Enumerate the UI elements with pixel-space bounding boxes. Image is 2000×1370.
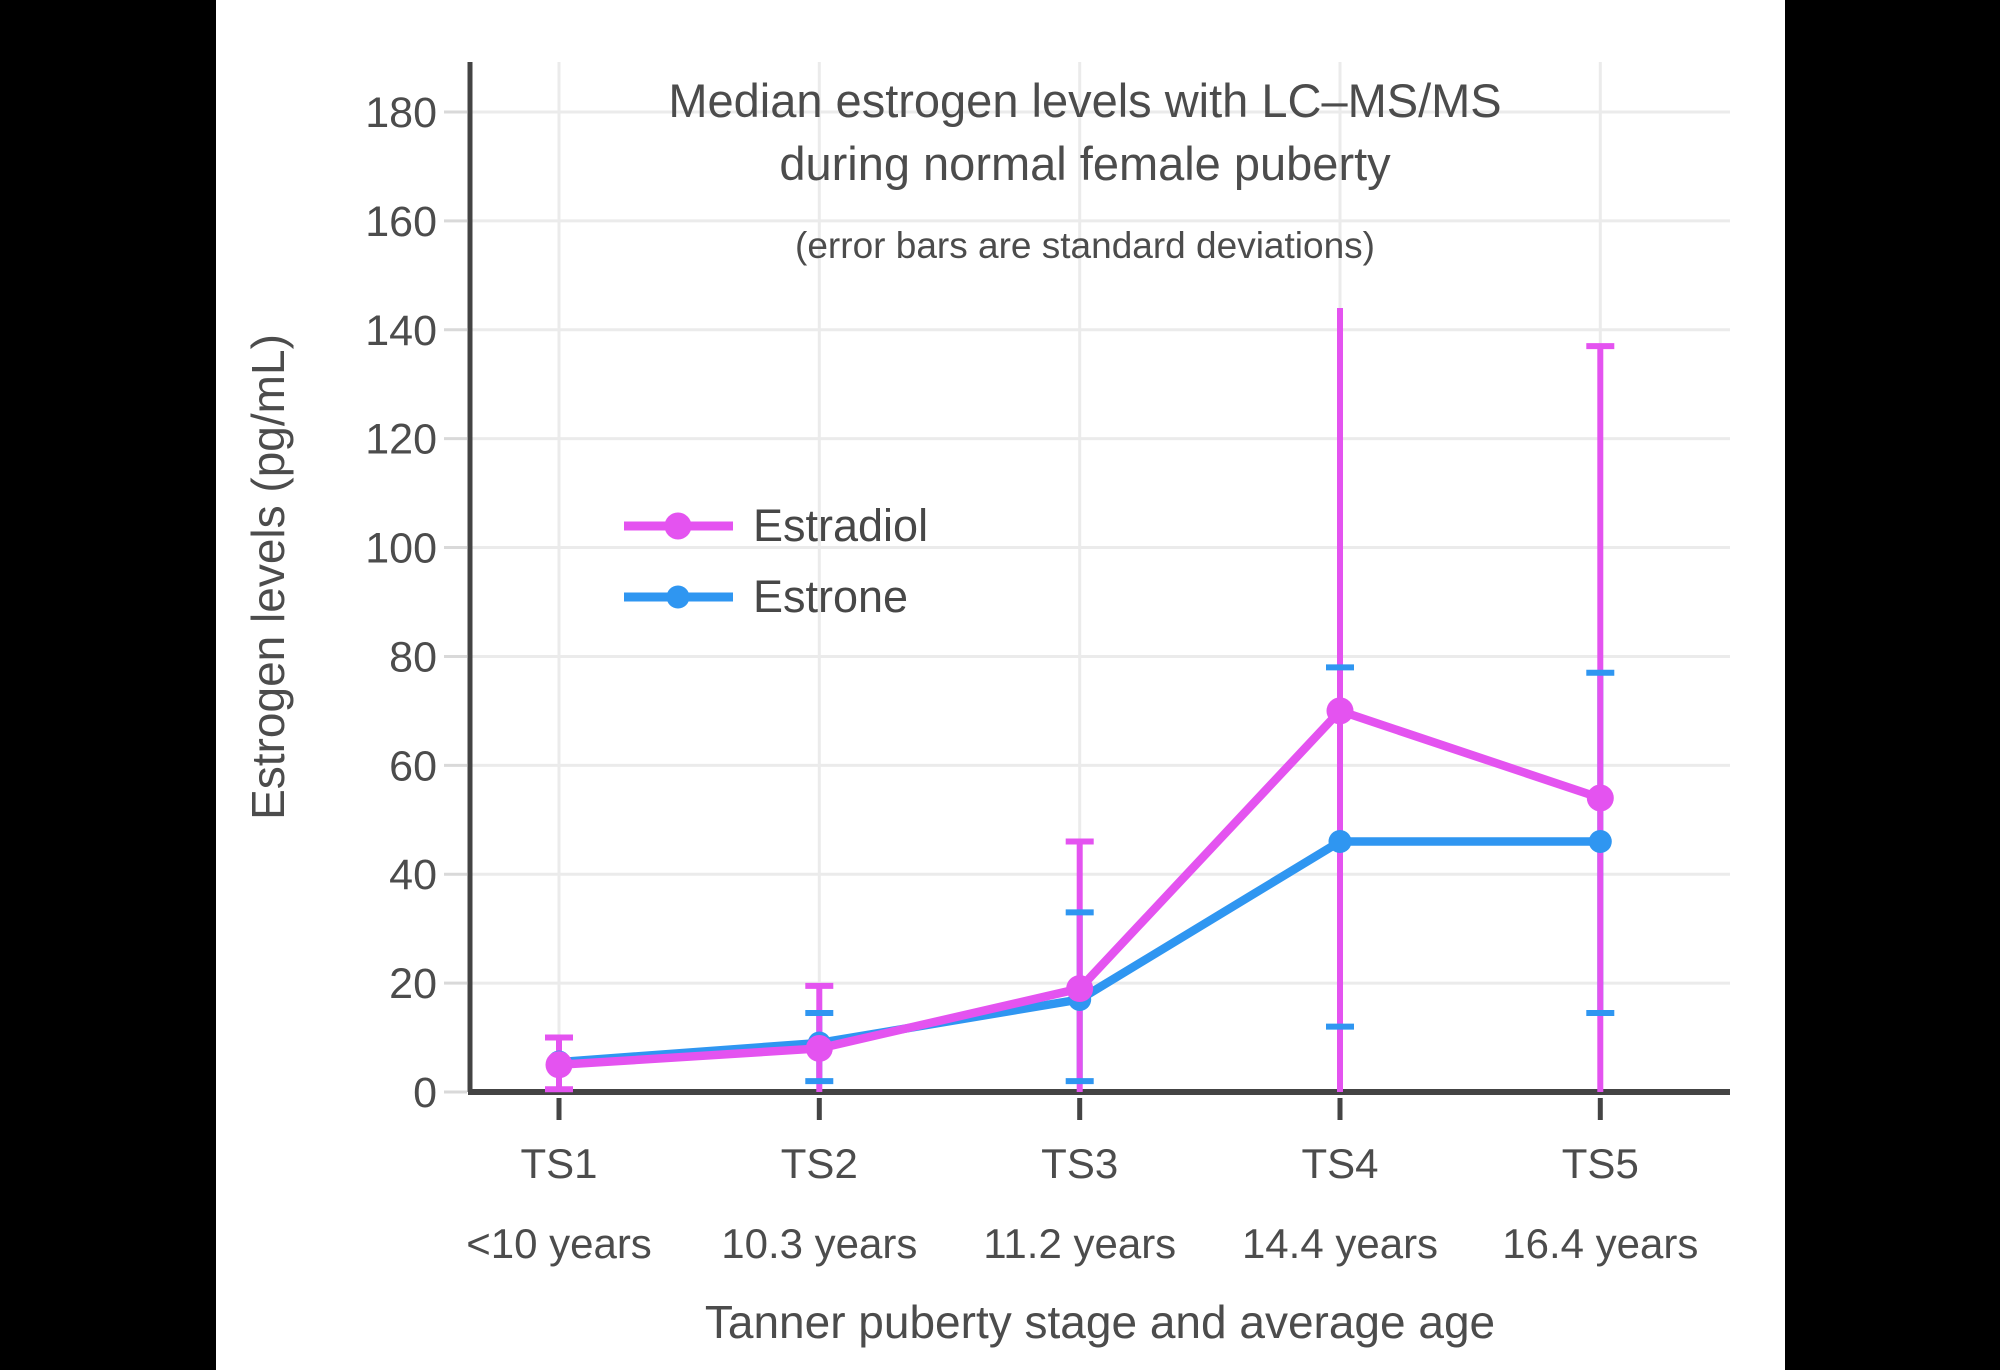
y-tick-label: 100 <box>365 525 437 573</box>
estradiol-data-point <box>1326 697 1354 725</box>
legend-label-estradiol: Estradiol <box>753 500 928 551</box>
estradiol-legend-marker <box>664 512 692 540</box>
y-tick-label: 80 <box>389 633 437 681</box>
x-category-label: TS1 <box>520 1140 597 1187</box>
legend-item-estrone: Estrone <box>624 571 908 622</box>
y-tick-label: 0 <box>413 1069 437 1117</box>
y-tick-label: 20 <box>389 960 437 1008</box>
y-tick-label: 120 <box>365 416 437 464</box>
x-age-label: <10 years <box>466 1220 652 1267</box>
chart-title-line2: during normal female puberty <box>779 137 1391 190</box>
x-category-label: TS4 <box>1301 1140 1378 1187</box>
legend: Estradiol Estrone <box>624 500 928 622</box>
y-tick-label: 160 <box>365 198 437 246</box>
x-category-label: TS3 <box>1041 1140 1118 1187</box>
estrone-data-point <box>1588 830 1612 854</box>
legend-label-estrone: Estrone <box>753 571 908 622</box>
x-age-label: 16.4 years <box>1502 1220 1698 1267</box>
chart-canvas <box>216 0 1785 1370</box>
x-age-label: 14.4 years <box>1242 1220 1438 1267</box>
estradiol-data-point <box>545 1051 573 1079</box>
y-axis-title: Estrogen levels (pg/mL) <box>242 334 294 820</box>
x-category-label: TS2 <box>781 1140 858 1187</box>
estrone-legend-marker <box>666 585 690 609</box>
x-age-label: 11.2 years <box>983 1220 1176 1267</box>
x-age-label: 10.3 years <box>721 1220 917 1267</box>
legend-item-estradiol: Estradiol <box>624 500 928 551</box>
chart-subtitle: (error bars are standard deviations) <box>795 225 1375 266</box>
y-tick-label: 140 <box>365 307 437 355</box>
plot-area: 0 20 40 60 80 100 120 140 160 180 TS1 TS2 TS3 TS4 TS5 <… <box>365 62 1730 1267</box>
estradiol-data-point <box>1586 784 1614 812</box>
estrone-data-point <box>1328 830 1352 854</box>
estradiol-data-point <box>1066 975 1094 1003</box>
x-axis-title: Tanner puberty stage and average age <box>705 1296 1495 1348</box>
estradiol-data-point <box>805 1034 833 1062</box>
x-category-label: TS5 <box>1562 1140 1639 1187</box>
y-tick-label: 40 <box>389 851 437 899</box>
chart-title-line1: Median estrogen levels with LC–MS/MS <box>668 74 1501 127</box>
y-tick-label: 60 <box>389 742 437 790</box>
y-tick-label: 180 <box>365 89 437 137</box>
